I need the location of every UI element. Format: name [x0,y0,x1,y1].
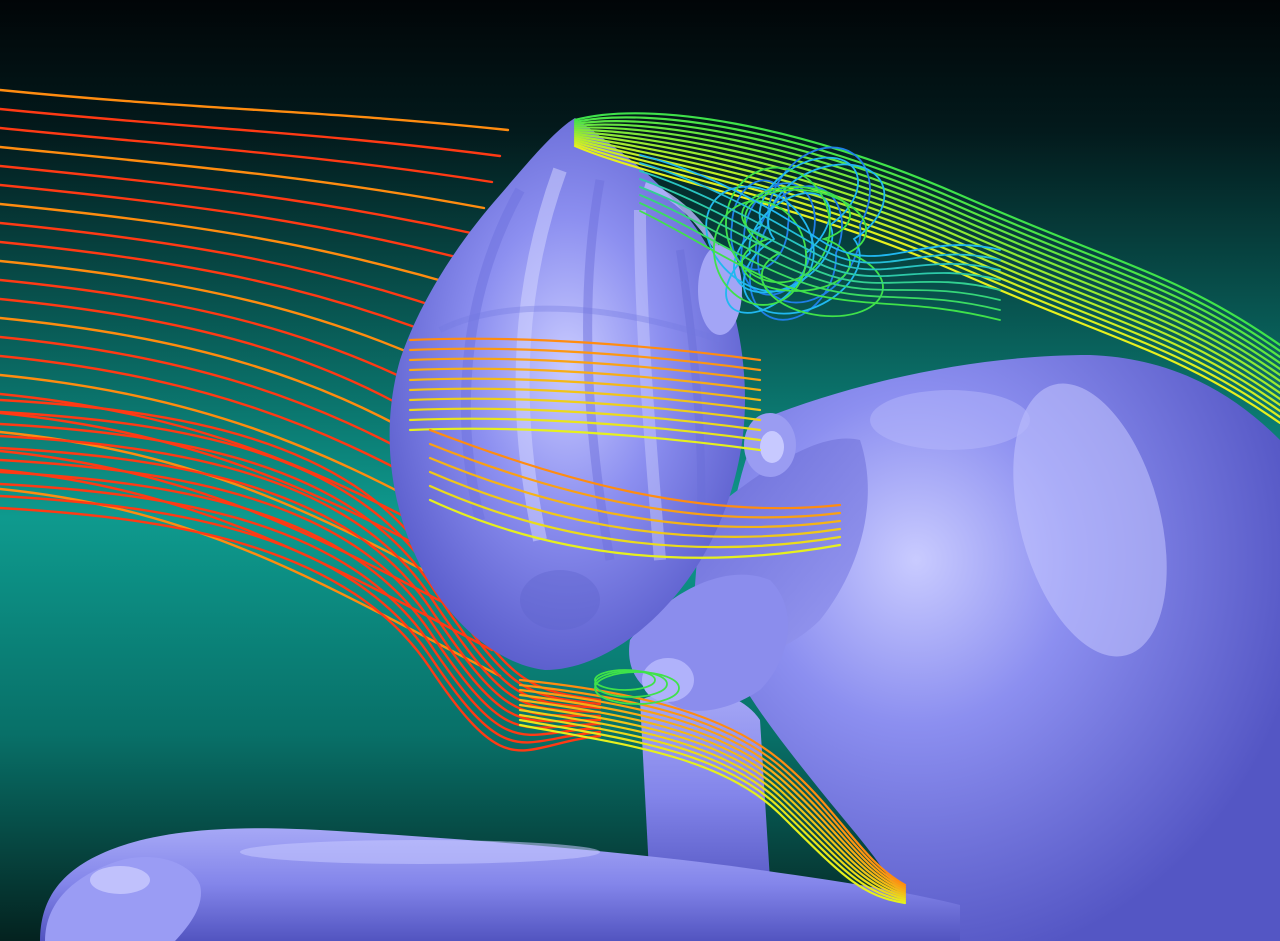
streamline [0,221,454,314]
streamline [573,140,1280,413]
streamline [408,407,762,432]
vortex-loop [741,186,851,292]
streamline [518,683,907,889]
streamline [639,162,1001,264]
streamline [639,210,1001,321]
streamline [428,470,842,538]
streamline [0,126,494,184]
streamline [0,259,438,366]
streamline [408,427,762,452]
streamline [573,130,1280,383]
streamline [518,723,907,905]
streamline [0,88,510,132]
streamline [428,428,842,510]
ear-inner [760,431,784,463]
vortex-loop [594,671,680,705]
forearm-highlight [240,840,600,864]
helmet-ridge [634,209,666,561]
streamline [0,411,470,574]
upstream-streamlines [0,88,602,752]
vortex-loop [725,166,831,284]
helmet-strap [698,245,742,335]
streamline [0,482,602,736]
helmet-ridge [515,167,567,542]
hand [45,856,201,941]
streamline [0,278,430,392]
streamline [408,347,762,372]
streamline [573,132,1280,389]
vortex-streamlines [594,146,1001,705]
streamline [518,713,907,901]
streamline [408,397,762,422]
streamline [573,112,1280,347]
streamline [518,703,907,897]
streamline [428,442,842,519]
streamline [428,498,842,559]
streamline [573,128,1280,377]
streamline [0,487,502,678]
shoulder-highlight [1013,383,1167,657]
streamline [0,506,602,752]
streamline [0,458,602,723]
streamline [518,693,907,893]
streamline [408,337,762,362]
streamline [573,136,1280,401]
streamline [639,202,1001,311]
streamline [408,417,762,442]
streamline [0,164,478,236]
helmet-ridge [583,179,615,561]
streamline [639,170,1001,271]
streamline [0,145,486,210]
streamline [428,456,842,528]
wake-streamlines [408,112,1280,905]
streamline [0,183,470,262]
streamline [408,357,762,382]
streamline [573,126,1280,371]
streamline [639,194,1001,301]
streamline [0,297,422,418]
streamline [518,688,907,891]
helmet-ridge [438,305,721,343]
streamline [0,240,446,340]
streamline [573,116,1280,353]
streamline [408,367,762,392]
streamline [639,186,1001,291]
streamline [518,718,907,903]
vortex-loop [742,163,886,315]
vortex-loop [594,669,656,691]
streamline [0,434,602,714]
streamline [0,316,430,444]
streamline [0,468,494,652]
streamline [639,154,1001,257]
vortex-loop [594,670,668,698]
chin-highlight [642,658,694,702]
knuckle-highlight [90,866,150,894]
streamline [518,698,907,895]
vortex-loop [757,146,871,304]
streamline [573,120,1280,359]
streamline [573,134,1280,395]
upper-back-highlight [870,390,1030,450]
streamline [0,107,502,158]
streamline [0,202,462,288]
helmet-vent [520,570,600,630]
streamline [0,494,602,744]
streamline [573,123,1280,365]
helmet-ridge [460,187,525,522]
streamline [0,335,438,470]
streamline [518,708,907,899]
streamline [408,387,762,412]
streamline [0,410,602,706]
streamline [518,678,907,887]
streamline [408,377,762,402]
streamline [639,178,1001,281]
streamline [428,484,842,549]
